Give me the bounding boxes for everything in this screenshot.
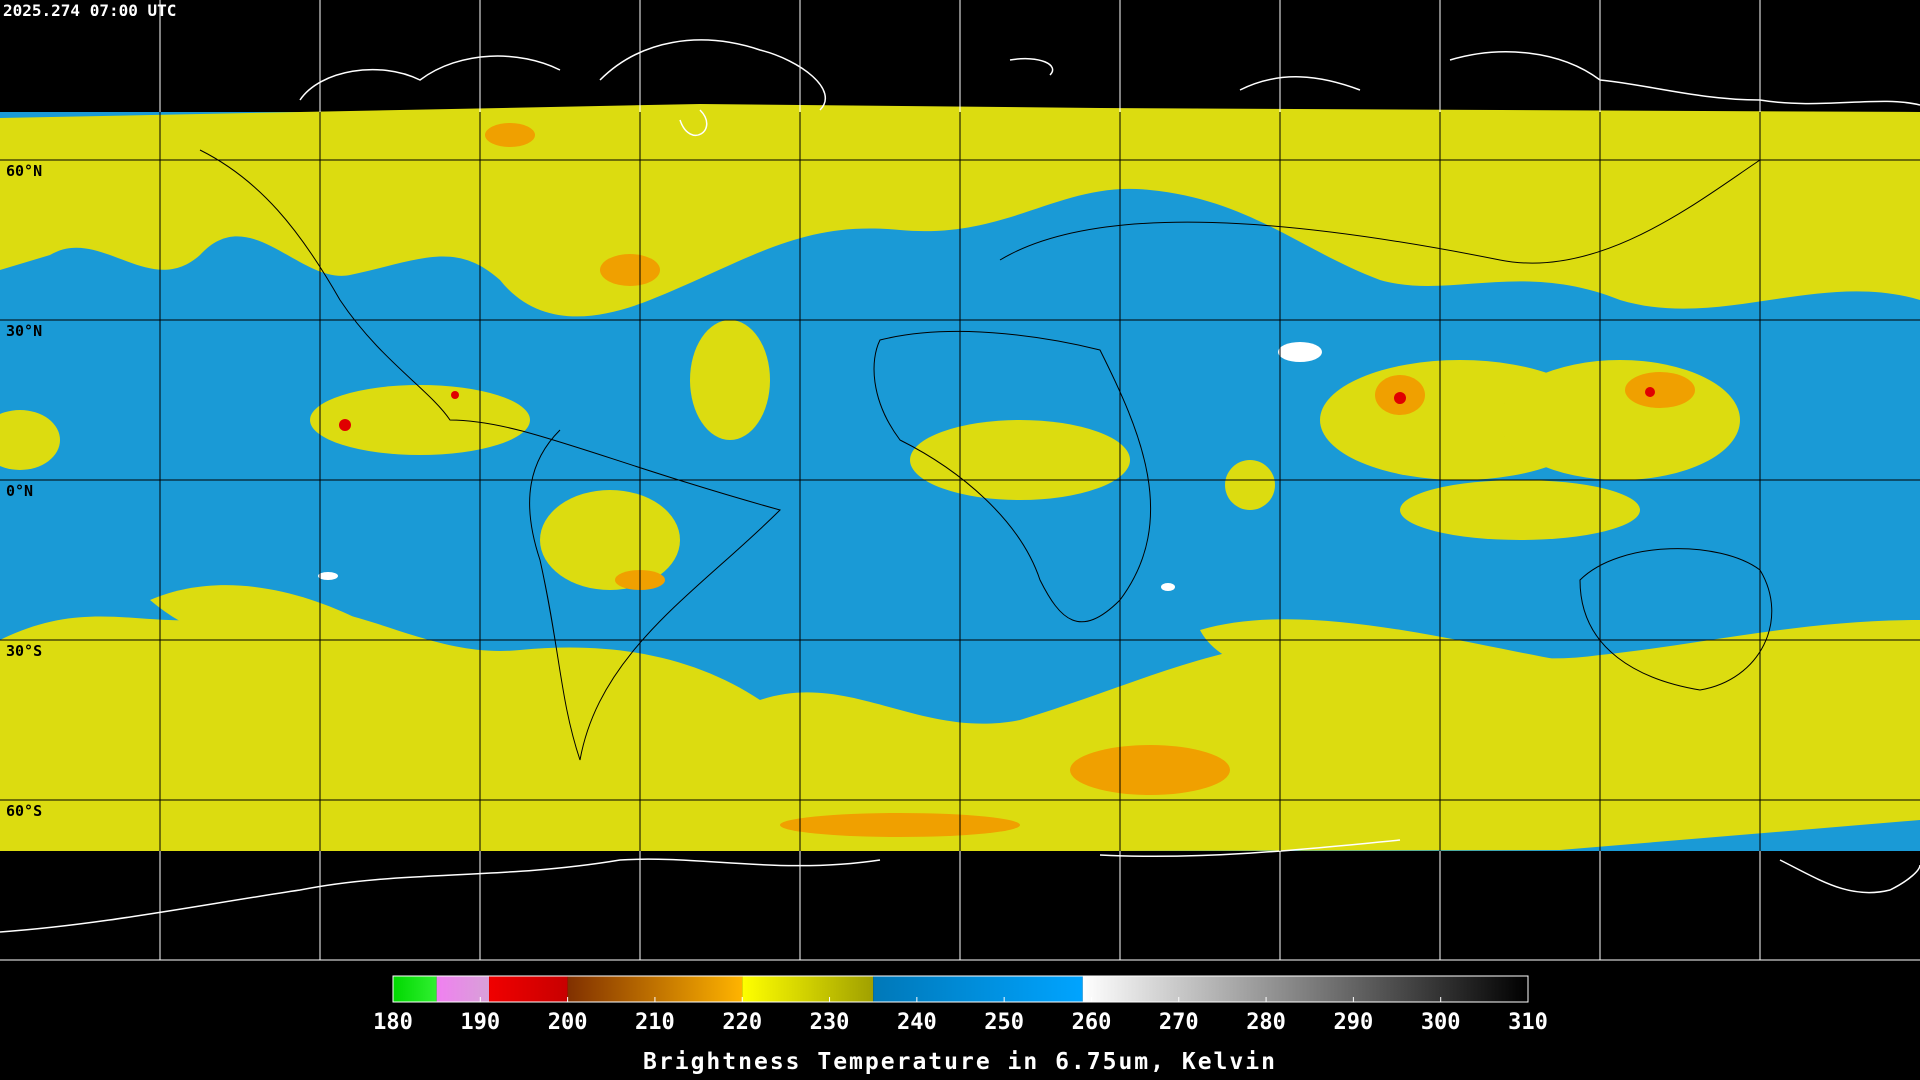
colorbar-tick-label: 310 [1508, 1010, 1548, 1035]
colorbar-tick-label: 270 [1159, 1010, 1199, 1035]
moist-indian [1200, 619, 1570, 696]
latitude-label: 60°N [6, 162, 42, 180]
continent-outlines [199, 149, 1773, 761]
colorbar-tick-label: 210 [635, 1010, 675, 1035]
latitude-label: 30°N [6, 322, 42, 340]
very-dry [318, 342, 1322, 591]
colorbar-tick-label: 240 [897, 1010, 937, 1035]
colorbar-segment [489, 976, 568, 1002]
colorbar-segment [393, 976, 437, 1002]
timestamp: 2025.274 07:00 UTC [3, 1, 176, 20]
colorbar-tick-label: 250 [984, 1010, 1024, 1035]
colorbar-tick-label: 230 [810, 1010, 850, 1035]
colorbar-tick-label: 220 [722, 1010, 762, 1035]
colorbar-segment [873, 976, 1083, 1002]
latitude-label: 30°S [6, 642, 42, 660]
graticule: 60°N 30°N 0°N 30°S 60°S [0, 0, 1920, 961]
colorbar-tick-label: 260 [1072, 1010, 1112, 1035]
colorbar-tick-label: 280 [1246, 1010, 1286, 1035]
colorbar: 180 190 200 210 220 230 240 250 260 270 280 290 300 3… [373, 975, 1548, 1035]
colorbar-tick-label: 290 [1334, 1010, 1374, 1035]
colorbar-tick-label: 180 [373, 1010, 413, 1035]
colorbar-tick-label: 190 [460, 1010, 500, 1035]
colorbar-segment [436, 976, 490, 1002]
latitude-label: 60°S [6, 802, 42, 820]
colorbar-title: Brightness Temperature in 6.75um, Kelvin [643, 1049, 1277, 1075]
colorbar-tick-label: 200 [548, 1010, 588, 1035]
colorbar-segment [742, 976, 874, 1002]
colorbar-frame [392, 975, 1529, 1003]
colorbar-segment [1082, 976, 1528, 1002]
deep-convection [339, 387, 1655, 431]
moist-south-pacific [150, 585, 360, 648]
latitude-label: 0°N [6, 482, 33, 500]
colorbar-tick-label: 300 [1421, 1010, 1461, 1035]
coastlines [0, 39, 1920, 933]
